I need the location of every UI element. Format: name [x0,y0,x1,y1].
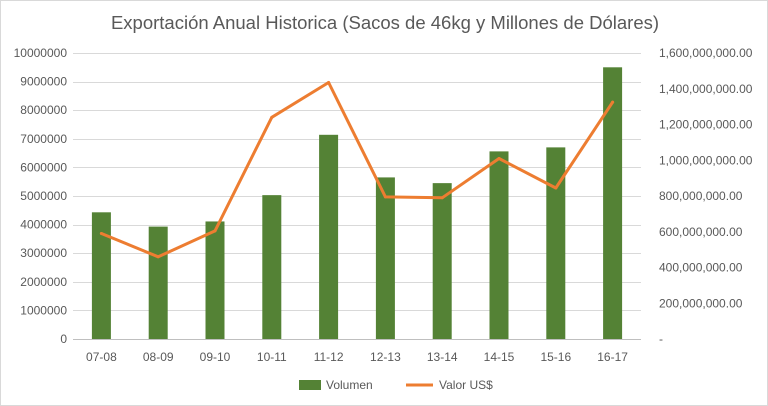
line-valor-usd [99,81,615,259]
x-tick-label: 14-15 [484,350,515,364]
y-left-tick-label: 0 [60,332,67,346]
x-tick-label: 11-12 [314,350,344,364]
y-left-tick-label: 5000000 [20,189,67,203]
bar-volumen [489,151,509,339]
x-tick-label: 12-13 [370,350,401,364]
x-tick-label: 16-17 [597,350,628,364]
y-left-tick-label: 7000000 [20,132,67,146]
y-left-tick-label: 1000000 [20,303,67,317]
legend-swatch-volumen [299,380,321,390]
line-point-valor [99,232,103,236]
line-point-valor [440,196,444,200]
y-left-tick-label: 3000000 [20,246,67,260]
bar-volumen [432,183,452,339]
bar-volumen [319,134,339,339]
y-left-tick-label: 9000000 [20,75,67,89]
x-tick-label: 09-10 [200,350,231,364]
bar-volumen [148,226,168,339]
y-right-tick-label: 400,000,000.00 [659,261,743,275]
y-axis-left: 0 1000000 2000000 3000000 4000000 5000000 6000… [14,46,68,346]
y-left-tick-label: 10000000 [14,46,68,60]
bar-series-volumen [91,67,623,340]
line-point-valor [270,115,274,119]
line-point-valor [213,229,217,233]
bar-volumen [546,147,566,339]
line-series-valor [99,80,615,259]
bar-volumen [205,221,225,339]
y-right-tick-label: 1,200,000,000.00 [659,118,753,132]
y-right-tick-label: - [659,332,663,346]
y-right-tick-label: 1,400,000,000.00 [659,82,753,96]
line-point-valor [383,195,387,199]
x-tick-label: 13-14 [427,350,458,364]
x-tick-label: 07-08 [86,350,117,364]
y-left-tick-label: 2000000 [20,275,67,289]
y-axis-right: - 200,000,000.00 400,000,000.00 600,000,000… [659,46,753,346]
y-right-tick-label: 800,000,000.00 [659,189,743,203]
line-point-valor [497,156,501,160]
y-right-tick-label: 200,000,000.00 [659,296,743,310]
bar-volumen [262,195,282,339]
y-right-tick-label: 1,600,000,000.00 [659,46,753,60]
line-point-valor [554,186,558,190]
x-tick-label: 10-11 [257,350,287,364]
y-left-tick-label: 8000000 [20,103,67,117]
chart-title: Exportación Anual Historica (Sacos de 46… [111,12,659,33]
y-left-tick-label: 4000000 [20,218,67,232]
y-left-tick-label: 6000000 [20,160,67,174]
legend: Volumen Valor US$ [299,378,493,392]
x-tick-label: 15-16 [540,350,571,364]
line-point-valor [156,255,160,259]
y-right-tick-label: 600,000,000.00 [659,225,743,239]
line-point-valor [327,80,331,84]
bar-volumen [375,177,395,339]
x-axis: 07-08 08-09 09-10 10-11 11-12 12-13 13-14 14-15… [86,350,628,364]
legend-label-volumen: Volumen [326,378,373,392]
x-tick-label: 08-09 [143,350,174,364]
bar-volumen [603,67,623,340]
y-right-tick-label: 1,000,000,000.00 [659,153,753,167]
line-point-valor [611,100,615,104]
legend-label-valor: Valor US$ [439,378,493,392]
bar-volumen [91,212,111,339]
